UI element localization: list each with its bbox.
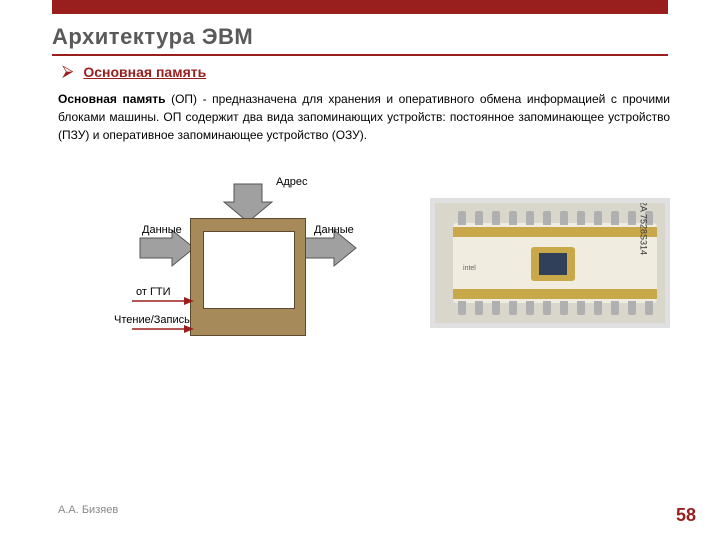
- footer-author: А.А. Бизяев: [58, 504, 118, 516]
- body-paragraph: Основная память (ОП) - предназначена для…: [58, 90, 670, 144]
- subtitle: Основная память: [83, 64, 206, 80]
- label-data-right: Данные: [314, 224, 354, 236]
- pin-row-bottom: [453, 301, 657, 315]
- memory-diagram: Адрес Данные Данные от ГТИ Чтение/Запись: [58, 170, 378, 390]
- die: [539, 253, 567, 275]
- die-window: [531, 247, 575, 281]
- gold-band-top: [453, 227, 657, 237]
- chip-marking: C1702A 7528S314: [639, 198, 649, 255]
- page-title: Архитектура ЭВМ: [52, 24, 253, 50]
- pin-row-top: [453, 211, 657, 225]
- label-data-left: Данные: [142, 224, 182, 236]
- label-address: Адрес: [276, 176, 308, 188]
- memory-block-inner: [203, 231, 295, 309]
- subtitle-row: ⮚ Основная память: [62, 63, 206, 81]
- arrow-rw: [132, 324, 194, 334]
- title-underline: [52, 54, 668, 56]
- chip-photo: intel C1702A 7528S314: [430, 198, 670, 328]
- chip-body: intel C1702A 7528S314: [453, 223, 657, 303]
- gold-band-bottom: [453, 289, 657, 299]
- memory-block: [190, 218, 306, 336]
- body-bold: Основная память: [58, 92, 166, 106]
- arrow-gti: [132, 296, 194, 306]
- chip-brand: intel: [463, 265, 476, 272]
- bullet-icon: ⮚: [62, 63, 73, 81]
- accent-bar: [52, 0, 668, 14]
- page-number: 58: [676, 505, 696, 526]
